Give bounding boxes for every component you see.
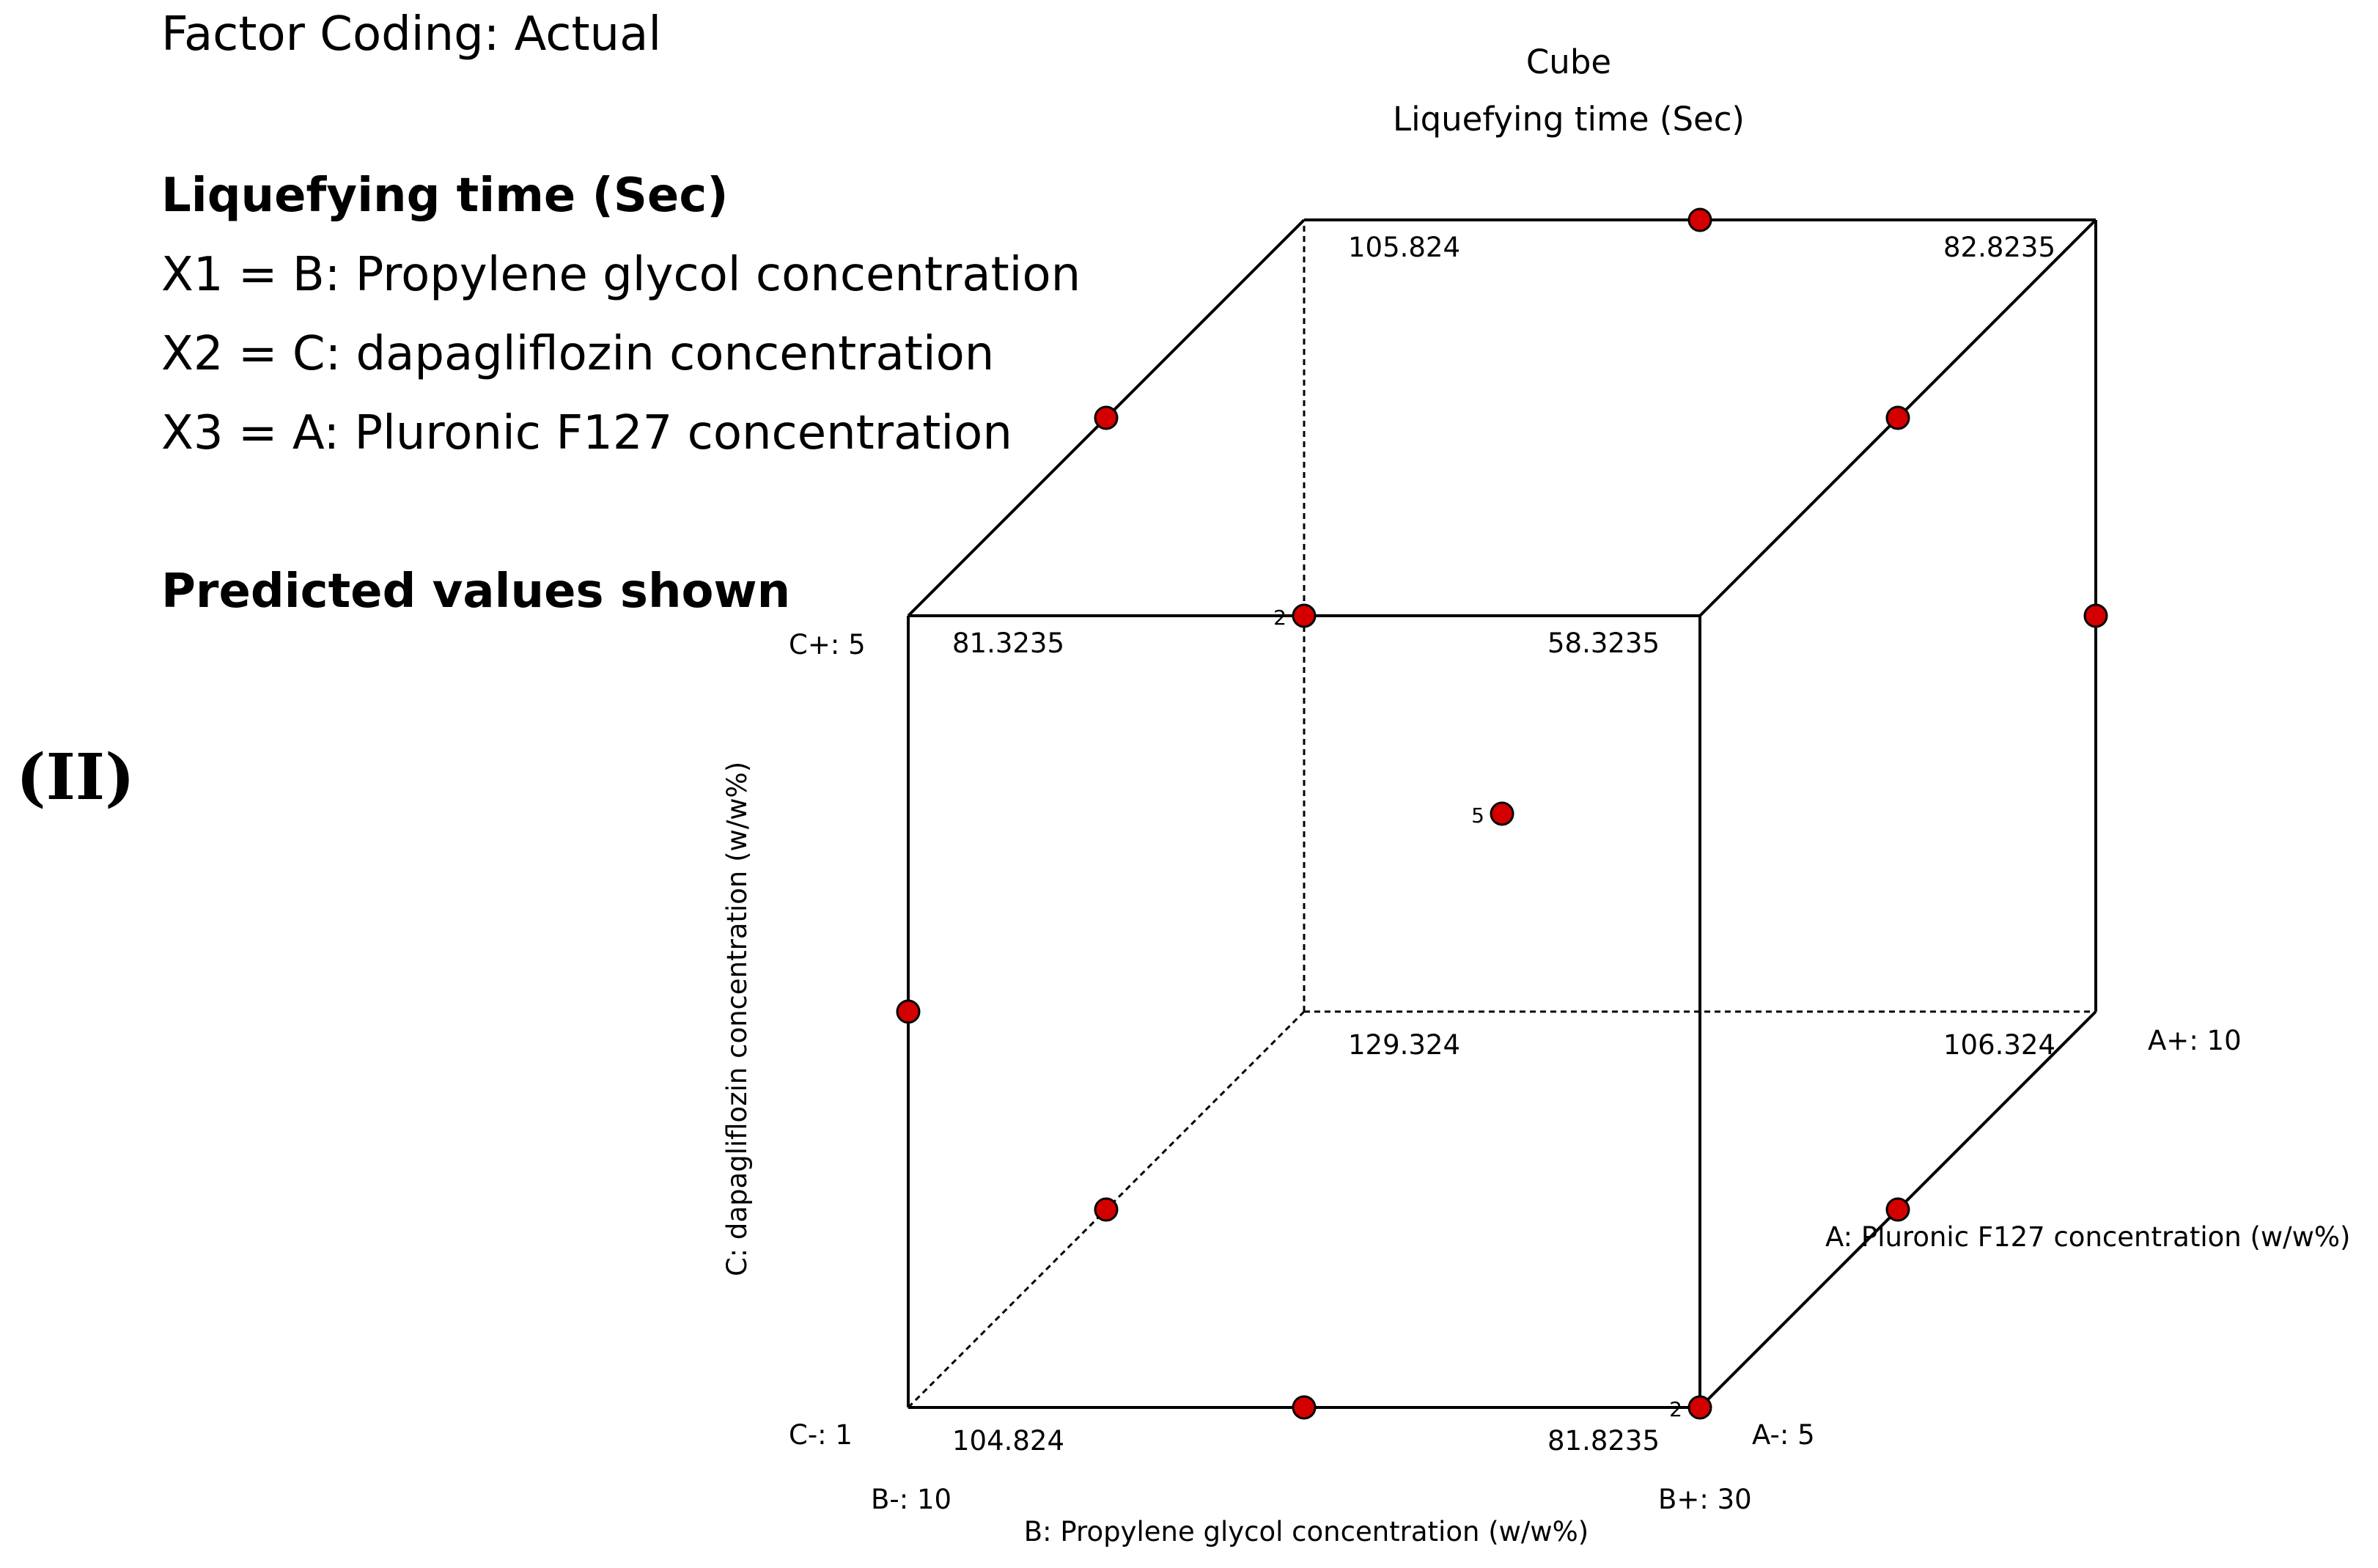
design-point (1292, 1395, 1317, 1420)
axis-label-c: C: dapagliflozin concentration (w/w%) (721, 762, 753, 1276)
design-points: 2 2 5 (896, 207, 2108, 1421)
tick-c-high: C+: 5 (789, 629, 866, 660)
corner-value-label: 81.8235 (1547, 1425, 1660, 1457)
chart-title: Cube (1526, 43, 1611, 81)
design-point-count: 2 (1669, 1397, 1682, 1421)
corner-value-label: 129.324 (1348, 1029, 1460, 1061)
design-point (1885, 405, 1910, 430)
x1-definition: X1 = B: Propylene glycol concentration (161, 248, 1081, 302)
x3-definition: X3 = A: Pluronic F127 concentration (161, 406, 1012, 460)
corner-value-label: 58.3235 (1547, 627, 1660, 659)
corner-value-label: 105.824 (1348, 232, 1460, 263)
design-point (1094, 405, 1119, 430)
design-point-count: 2 (1273, 606, 1286, 630)
corner-value-label: 104.824 (952, 1425, 1064, 1457)
axis-label-a: A: Pluronic F127 concentration (w/w%) (1825, 1221, 2351, 1253)
design-point-count: 5 (1471, 803, 1484, 828)
corner-value-label: 106.324 (1943, 1029, 2055, 1061)
design-point (1094, 1197, 1119, 1222)
chart-subtitle: Liquefying time (Sec) (1393, 100, 1745, 139)
design-point (1490, 801, 1514, 826)
tick-c-low: C-: 1 (789, 1419, 853, 1451)
corner-value-label: 82.8235 (1943, 232, 2055, 263)
tick-a-low: A-: 5 (1752, 1419, 1815, 1451)
x2-definition: X2 = C: dapagliflozin concentration (161, 327, 995, 381)
design-point (2083, 603, 2108, 628)
tick-a-high: A+: 10 (2148, 1025, 2242, 1056)
tick-b-low: B-: 10 (871, 1484, 951, 1515)
design-point (896, 999, 921, 1024)
response-heading: Liquefying time (Sec) (161, 169, 729, 223)
panel-label: (II) (16, 740, 135, 814)
tick-b-high: B+: 30 (1658, 1484, 1752, 1515)
corner-value-label: 81.3235 (952, 627, 1064, 659)
design-point (1292, 603, 1317, 628)
design-point (1885, 1197, 1910, 1222)
axis-label-b: B: Propylene glycol concentration (w/w%) (1024, 1516, 1589, 1547)
factor-coding-text: Factor Coding: Actual (161, 7, 662, 62)
predicted-values-heading: Predicted values shown (161, 564, 791, 619)
cube-labels: 104.824 81.8235 81.3235 58.3235 129.324 106.3… (952, 232, 2055, 1457)
design-point (1687, 1395, 1712, 1420)
design-point (1687, 207, 1712, 232)
